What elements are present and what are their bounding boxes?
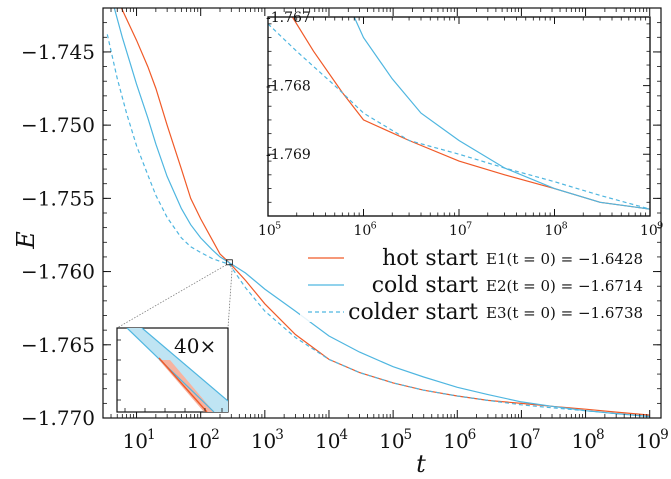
main-x-tick-label: 10 bbox=[123, 429, 148, 453]
legend-annotation-3: E3(t = 0) = −1.6738 bbox=[486, 304, 643, 322]
inset-y-tick-label: -1.767 bbox=[266, 10, 311, 26]
inset-x-tick-exponent: 9 bbox=[657, 221, 663, 232]
inset-y-tick-label: -1.769 bbox=[266, 147, 311, 163]
x-axis-label: t bbox=[416, 450, 426, 478]
legend-annotation-1: E1(t = 0) = −1.6428 bbox=[486, 250, 643, 268]
y-axis-label: E bbox=[12, 231, 40, 250]
main-x-tick-label: 10 bbox=[572, 429, 597, 453]
legend-row-bg bbox=[300, 302, 655, 322]
main-series-line-3 bbox=[106, 34, 650, 418]
legend-annotation-2: E2(t = 0) = −1.6714 bbox=[486, 277, 643, 295]
main-x-tick-exponent: 4 bbox=[339, 427, 348, 443]
zoom-marker bbox=[225, 259, 233, 266]
main-x-tick-label: 10 bbox=[251, 429, 276, 453]
main-x-tick-exponent: 3 bbox=[275, 427, 284, 443]
main-x-tick-exponent: 5 bbox=[404, 427, 413, 443]
main-x-tick-label: 10 bbox=[315, 429, 340, 453]
inset-series-line-2 bbox=[353, 17, 650, 210]
main-y-tick-label: −1.770 bbox=[21, 406, 95, 430]
main-x-tick-exponent: 2 bbox=[211, 427, 220, 443]
zoom-line-hot bbox=[158, 357, 208, 412]
main-y-tick-label: −1.745 bbox=[21, 40, 95, 64]
main-x-tick-label: 10 bbox=[636, 429, 661, 453]
main-x-tick-label: 10 bbox=[443, 429, 468, 453]
zoom-line-cold-upper bbox=[141, 328, 228, 402]
main-y-tick-label: −1.765 bbox=[21, 333, 95, 357]
inset-x-tick-label: 10 bbox=[545, 223, 563, 239]
main-x-tick-exponent: 1 bbox=[147, 427, 156, 443]
main-x-tick-label: 10 bbox=[187, 429, 212, 453]
main-y-tick-label: −1.760 bbox=[21, 260, 95, 284]
main-y-tick-label: −1.755 bbox=[21, 186, 95, 210]
legend-label-2: cold start bbox=[372, 273, 478, 298]
zoom-connector-line bbox=[116, 264, 227, 329]
main-x-tick-exponent: 8 bbox=[596, 427, 605, 443]
top-inset-frame bbox=[267, 16, 651, 217]
inset-x-tick-label: 10 bbox=[449, 223, 467, 239]
zoom-connector bbox=[116, 259, 233, 329]
inset-x-tick-exponent: 6 bbox=[371, 221, 377, 232]
inset-x-tick-exponent: 5 bbox=[275, 221, 281, 232]
inset-series-line-3 bbox=[268, 23, 650, 210]
legend-label-3: colder start bbox=[348, 300, 478, 325]
main-series-line-1 bbox=[120, 8, 650, 416]
legend: hot start E1(t = 0) = −1.6428 cold start E2… bbox=[300, 246, 655, 325]
main-x-tick-label: 10 bbox=[507, 429, 532, 453]
inset-x-tick-label: 10 bbox=[640, 223, 658, 239]
inset-y-tick-label: -1.768 bbox=[266, 79, 311, 95]
main-x-tick-exponent: 9 bbox=[660, 427, 669, 443]
legend-label-1: hot start bbox=[382, 246, 478, 271]
legend-row-bg bbox=[300, 248, 655, 268]
main-y-tick-label: −1.750 bbox=[21, 113, 95, 137]
zoom-factor-label: 40× bbox=[174, 334, 216, 358]
inset-x-tick-label: 10 bbox=[258, 223, 276, 239]
main-x-tick-exponent: 6 bbox=[468, 427, 477, 443]
main-series-line-2 bbox=[113, 8, 650, 418]
main-x-tick-exponent: 7 bbox=[532, 427, 541, 443]
inset-x-tick-label: 10 bbox=[354, 223, 372, 239]
inset-x-tick-exponent: 8 bbox=[562, 221, 568, 232]
zoom-connector-line bbox=[227, 264, 233, 329]
main-x-tick-label: 10 bbox=[379, 429, 404, 453]
inset-x-tick-exponent: 7 bbox=[466, 221, 472, 232]
legend-row-bg bbox=[300, 275, 655, 295]
